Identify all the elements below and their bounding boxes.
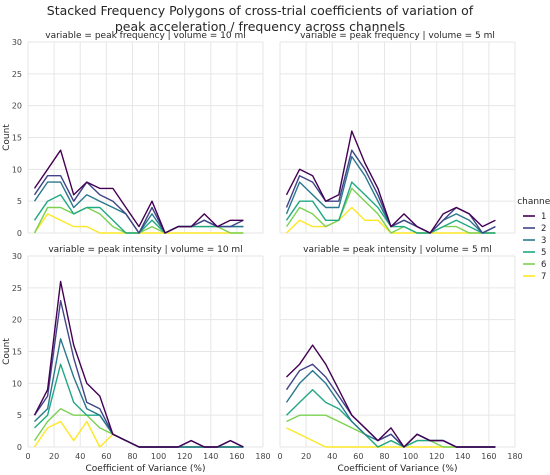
legend: channel 1 2 3 5 6 7 xyxy=(517,197,550,282)
x-tick-label: 160 xyxy=(481,452,496,461)
y-tick-label: 0 xyxy=(17,229,22,238)
series-line-channel-1 xyxy=(33,280,244,448)
series-line-channel-5 xyxy=(286,389,496,448)
legend-title: channel xyxy=(517,197,550,207)
panel-title: variable = peak intensity | volume = 5 m… xyxy=(303,245,492,255)
x-tick-label: 60 xyxy=(353,452,363,461)
series-line-channel-6 xyxy=(285,187,496,234)
x-axis-label: Coefficient of Variance (%) xyxy=(338,464,458,474)
y-tick-label: 20 xyxy=(12,102,22,111)
x-tick-label: 120 xyxy=(177,452,192,461)
y-tick-label: 10 xyxy=(12,165,22,174)
legend-label: 1 xyxy=(541,212,546,222)
panel-title: variable = peak frequency | volume = 10 … xyxy=(45,31,246,41)
series-line-channel-1 xyxy=(285,130,496,234)
x-tick-label: 20 xyxy=(49,452,59,461)
series-line-channel-5 xyxy=(34,363,244,448)
legend-item-channel-6: 6 xyxy=(523,260,546,270)
series-line-channel-7 xyxy=(33,420,244,448)
y-axis-label: Count xyxy=(2,124,12,151)
x-tick-label: 0 xyxy=(277,452,282,461)
y-tick-label: 30 xyxy=(12,252,22,261)
legend-item-channel-3: 3 xyxy=(523,236,546,246)
x-tick-label: 40 xyxy=(75,452,85,461)
x-axis-label: Coefficient of Variance (%) xyxy=(86,464,206,474)
x-tick-label: 80 xyxy=(379,452,389,461)
y-axis-label: Count xyxy=(2,338,12,365)
y-tick-label: 30 xyxy=(12,38,22,47)
panel-4: variable = peak intensity | volume = 5 m… xyxy=(277,245,522,474)
x-tick-label: 100 xyxy=(151,452,166,461)
legend-label: 5 xyxy=(541,248,546,258)
panel-1: variable = peak frequency | volume = 10 … xyxy=(2,31,264,238)
y-tick-label: 25 xyxy=(12,284,22,293)
x-tick-label: 100 xyxy=(403,452,418,461)
y-tick-label: 15 xyxy=(12,134,22,143)
x-tick-label: 0 xyxy=(25,452,30,461)
legend-item-channel-5: 5 xyxy=(523,248,546,258)
y-tick-label: 5 xyxy=(17,197,22,206)
legend-label: 2 xyxy=(541,224,546,234)
x-tick-label: 140 xyxy=(203,452,218,461)
x-tick-label: 20 xyxy=(301,452,311,461)
y-tick-label: 20 xyxy=(12,316,22,325)
facet-grid: variable = peak frequency | volume = 10 … xyxy=(2,31,523,474)
legend-item-channel-1: 1 xyxy=(523,212,546,222)
series-line-channel-2 xyxy=(285,149,496,234)
x-tick-label: 60 xyxy=(101,452,111,461)
x-tick-label: 120 xyxy=(429,452,444,461)
x-tick-label: 180 xyxy=(507,452,522,461)
panel-title: variable = peak frequency | volume = 5 m… xyxy=(300,31,495,41)
legend-label: 3 xyxy=(541,236,546,246)
series-line-channel-3 xyxy=(34,338,244,448)
y-tick-label: 25 xyxy=(12,70,22,79)
x-tick-label: 80 xyxy=(127,452,137,461)
figure-title-line-1: Stacked Frequency Polygons of cross-tria… xyxy=(47,3,474,18)
series-line-channel-6 xyxy=(33,206,244,234)
series-line-channel-1 xyxy=(286,344,496,448)
legend-item-channel-7: 7 xyxy=(523,272,546,282)
x-tick-label: 40 xyxy=(327,452,337,461)
series-line-channel-1 xyxy=(33,149,244,234)
x-tick-label: 140 xyxy=(455,452,470,461)
series-line-channel-3 xyxy=(285,155,496,234)
panel-3: variable = peak intensity | volume = 10 … xyxy=(2,245,271,474)
x-tick-label: 160 xyxy=(229,452,244,461)
figure-title-line-2: peak acceleration / frequency across cha… xyxy=(115,19,405,34)
series-line-channel-7 xyxy=(286,427,496,448)
y-tick-label: 15 xyxy=(12,348,22,357)
series-line-channel-2 xyxy=(33,299,244,448)
panel-2: variable = peak frequency | volume = 5 m… xyxy=(279,31,516,234)
panel-title: variable = peak intensity | volume = 10 … xyxy=(48,245,242,255)
series-line-channel-3 xyxy=(285,369,496,448)
x-tick-label: 180 xyxy=(255,452,270,461)
y-tick-label: 0 xyxy=(17,443,22,452)
y-tick-label: 5 xyxy=(17,411,22,420)
series-line-channel-6 xyxy=(286,414,496,448)
legend-item-channel-2: 2 xyxy=(523,224,546,234)
legend-label: 6 xyxy=(541,260,546,270)
legend-label: 7 xyxy=(541,272,546,282)
series-line-channel-2 xyxy=(33,174,244,234)
y-tick-label: 10 xyxy=(12,379,22,388)
